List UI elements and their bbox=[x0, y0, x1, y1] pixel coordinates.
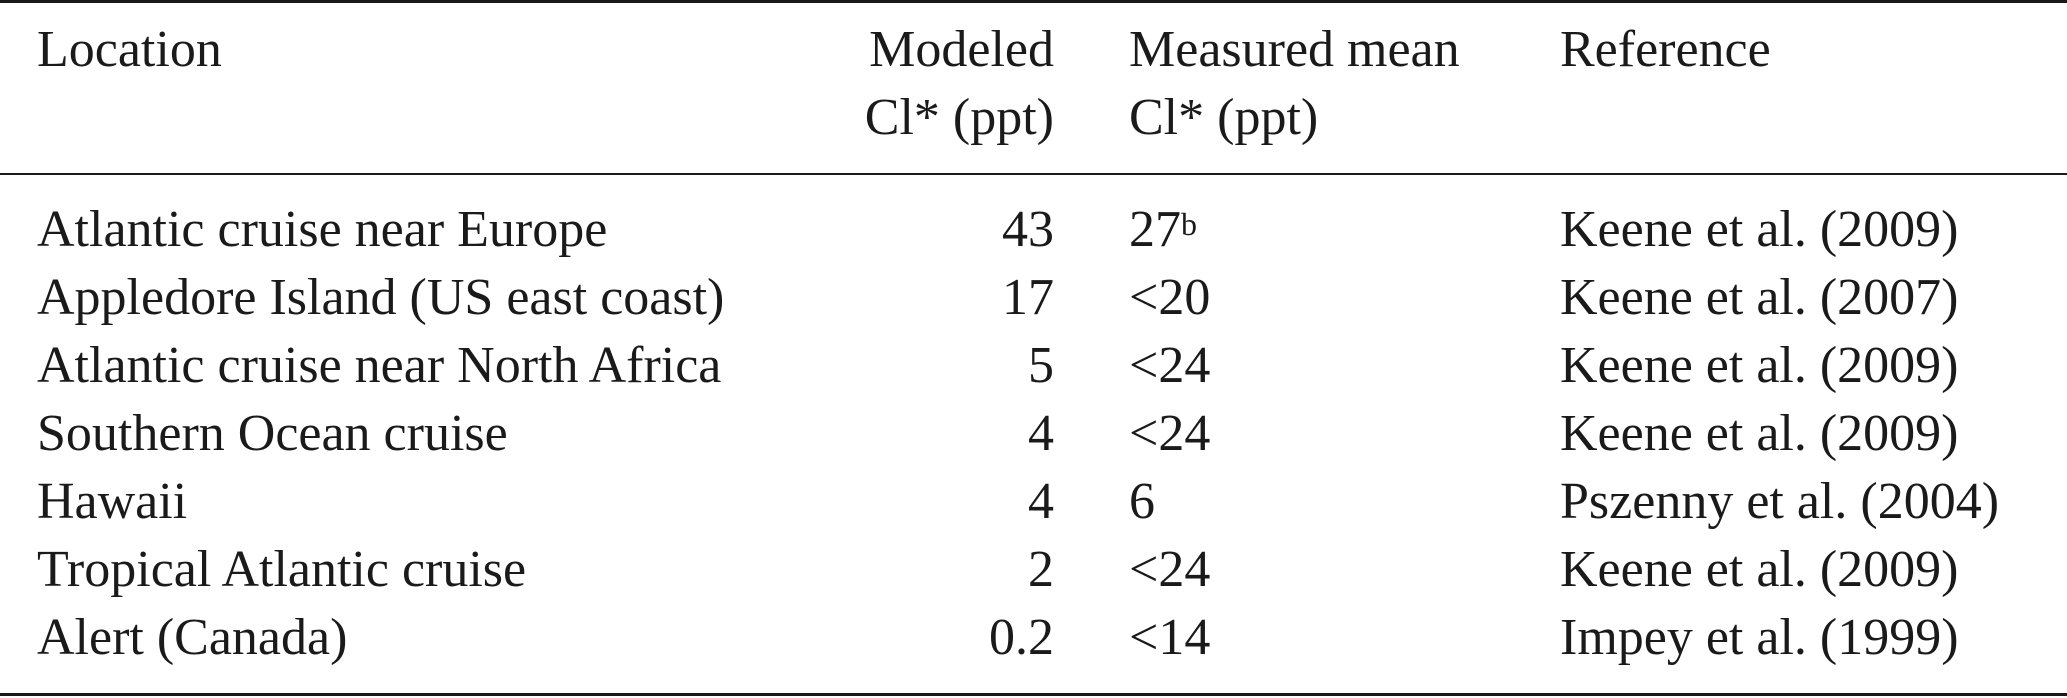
cell-reference: Impey et al. (1999) bbox=[1560, 609, 1959, 666]
cell-reference: Keene et al. (2007) bbox=[1560, 269, 1959, 326]
header-measured-line2: Cl* (ppt) bbox=[1129, 89, 1319, 146]
cell-reference: Keene et al. (2009) bbox=[1560, 541, 1959, 598]
cell-reference: Pszenny et al. (2004) bbox=[1560, 473, 2000, 530]
cell-measured: <24 bbox=[1129, 337, 1211, 394]
header-location: Location bbox=[37, 21, 222, 78]
header-rule bbox=[0, 173, 2067, 175]
cell-measured: <24 bbox=[1129, 541, 1211, 598]
cell-location: Hawaii bbox=[37, 473, 188, 530]
header-modeled-line1: Modeled bbox=[869, 21, 1054, 78]
header-modeled-line2: Cl* (ppt) bbox=[864, 89, 1054, 146]
cell-reference: Keene et al. (2009) bbox=[1560, 337, 1959, 394]
cell-modeled: 43 bbox=[1002, 201, 1054, 258]
cell-modeled: 2 bbox=[1028, 541, 1054, 598]
cell-reference: Keene et al. (2009) bbox=[1560, 405, 1959, 462]
header-reference: Reference bbox=[1560, 21, 1771, 78]
cell-location: Atlantic cruise near North Africa bbox=[37, 337, 722, 394]
cell-measured: <20 bbox=[1129, 269, 1211, 326]
table-top-rule bbox=[0, 0, 2067, 3]
cell-modeled: 0.2 bbox=[989, 609, 1054, 666]
cell-measured: <14 bbox=[1129, 609, 1211, 666]
cell-modeled: 4 bbox=[1028, 473, 1054, 530]
cell-measured-value: 27 bbox=[1129, 201, 1181, 258]
footnote-marker: b bbox=[1181, 206, 1197, 242]
cell-location: Atlantic cruise near Europe bbox=[37, 201, 608, 258]
cell-location: Appledore Island (US east coast) bbox=[37, 269, 725, 326]
cell-modeled: 17 bbox=[1002, 269, 1054, 326]
cell-location: Tropical Atlantic cruise bbox=[37, 541, 527, 598]
cell-measured: <24 bbox=[1129, 405, 1211, 462]
cell-reference: Keene et al. (2009) bbox=[1560, 201, 1959, 258]
cell-location: Southern Ocean cruise bbox=[37, 405, 508, 462]
header-measured-line1: Measured mean bbox=[1129, 21, 1460, 78]
table-bottom-rule bbox=[0, 693, 2067, 696]
cell-modeled: 5 bbox=[1028, 337, 1054, 394]
cell-location: Alert (Canada) bbox=[37, 609, 348, 666]
cell-modeled: 4 bbox=[1028, 405, 1054, 462]
cell-measured: 27b bbox=[1129, 196, 1197, 264]
cell-measured: 6 bbox=[1129, 473, 1155, 530]
